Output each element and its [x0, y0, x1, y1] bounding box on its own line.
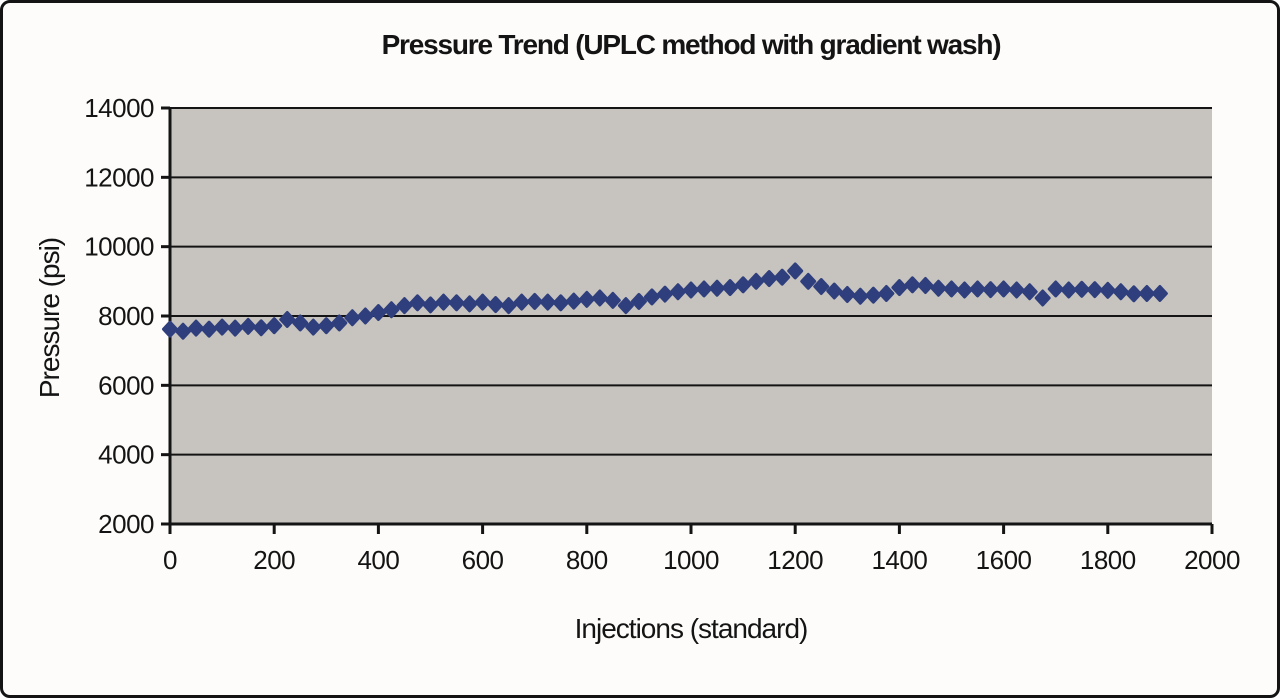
x-tick-label: 1400 [871, 545, 927, 575]
data-point-marker [201, 320, 218, 338]
data-point-marker [279, 310, 296, 328]
data-point-marker [995, 280, 1012, 298]
data-point-marker [761, 270, 778, 288]
y-tick-label: 6000 [98, 370, 154, 400]
data-point-marker [539, 293, 556, 311]
data-point-marker [461, 295, 478, 313]
data-point-marker [722, 279, 739, 297]
x-tick-label: 1200 [767, 545, 823, 575]
data-point-marker [904, 276, 921, 294]
data-point-marker [826, 282, 843, 300]
data-point-marker [474, 293, 491, 311]
data-point-marker [956, 281, 973, 299]
data-point-marker [617, 297, 634, 315]
data-point-marker [1008, 281, 1025, 299]
data-point-marker [839, 286, 856, 304]
data-point-marker [604, 291, 621, 309]
data-point-marker [344, 309, 361, 327]
data-point-marker [448, 294, 465, 312]
data-point-marker [500, 297, 517, 315]
x-tick-label: 1800 [1080, 545, 1136, 575]
data-point-marker [878, 284, 895, 302]
data-point-marker [1034, 289, 1051, 307]
data-point-marker [1151, 284, 1168, 302]
data-point-marker [188, 319, 205, 337]
data-point-marker [982, 281, 999, 299]
data-point-marker [227, 319, 244, 337]
data-point-marker [565, 292, 582, 310]
x-tick-label: 1600 [976, 545, 1032, 575]
data-point-marker [669, 283, 686, 301]
x-tick-label: 1000 [663, 545, 719, 575]
data-point-marker [162, 320, 178, 338]
chart-title: Pressure Trend (UPLC method with gradien… [381, 29, 1002, 60]
data-point-marker [1138, 284, 1155, 302]
x-tick-label: 600 [462, 545, 504, 575]
data-point-marker [487, 296, 504, 314]
data-point-marker [1021, 283, 1038, 301]
data-point-marker [735, 276, 752, 294]
x-tick-label: 800 [566, 545, 608, 575]
y-tick-label: 8000 [98, 301, 154, 331]
data-point-marker [787, 262, 804, 280]
y-tick-label: 4000 [98, 440, 154, 470]
data-point-marker [435, 293, 452, 311]
data-point-marker [591, 289, 608, 307]
data-point-marker [800, 272, 817, 290]
data-point-marker [1099, 281, 1116, 299]
data-point-marker [917, 276, 934, 294]
data-point-marker [748, 272, 765, 290]
data-point-marker [357, 307, 374, 325]
data-point-marker [813, 278, 830, 296]
y-tick-label: 12000 [84, 162, 154, 192]
data-point-marker [1073, 280, 1090, 298]
x-tick-label: 2000 [1184, 545, 1240, 575]
data-point-marker [709, 279, 726, 297]
y-tick-label: 10000 [84, 232, 154, 262]
data-point-marker [943, 280, 960, 298]
x-tick-label: 0 [163, 545, 177, 575]
data-point-marker [266, 317, 283, 335]
data-point-marker [774, 268, 791, 286]
data-point-marker [630, 292, 647, 310]
data-point-marker [696, 280, 713, 298]
data-point-marker [409, 294, 426, 312]
data-point-marker [683, 281, 699, 299]
data-point-marker [1060, 281, 1077, 299]
x-axis-title: Injections (standard) [574, 613, 809, 644]
x-tick-label: 400 [357, 545, 399, 575]
data-point-marker [526, 292, 543, 310]
y-tick-label: 2000 [98, 509, 154, 539]
data-point-marker [513, 293, 530, 311]
data-point-marker [1047, 280, 1064, 298]
data-point-marker [396, 297, 413, 315]
data-point-marker [240, 317, 257, 335]
data-point-marker [656, 285, 673, 303]
data-point-marker [318, 317, 335, 335]
y-tick-label: 14000 [84, 93, 154, 123]
data-point-marker [865, 286, 882, 304]
data-point-marker [1112, 283, 1129, 301]
data-point-marker [930, 279, 947, 297]
data-point-marker [969, 280, 986, 298]
data-point-marker [305, 318, 322, 336]
data-point-marker [422, 296, 439, 314]
data-point-marker [383, 301, 400, 319]
data-point-marker [891, 279, 908, 297]
data-point-marker [370, 304, 387, 322]
data-point-marker [552, 294, 569, 312]
data-point-marker [214, 318, 231, 336]
data-point-marker [292, 314, 309, 332]
data-point-marker [331, 314, 348, 332]
data-point-marker [1086, 281, 1103, 299]
data-point-marker [578, 290, 595, 308]
data-point-marker [253, 319, 270, 337]
data-point-marker [852, 287, 869, 305]
plot-area-svg: 2000 4000 6000 8000 10000 12000 14000 0 200 400 60… [84, 93, 1240, 575]
data-point-marker [175, 322, 192, 340]
x-tick-label: 200 [253, 545, 295, 575]
data-point-marker [643, 288, 660, 306]
data-point-marker [1125, 285, 1142, 303]
